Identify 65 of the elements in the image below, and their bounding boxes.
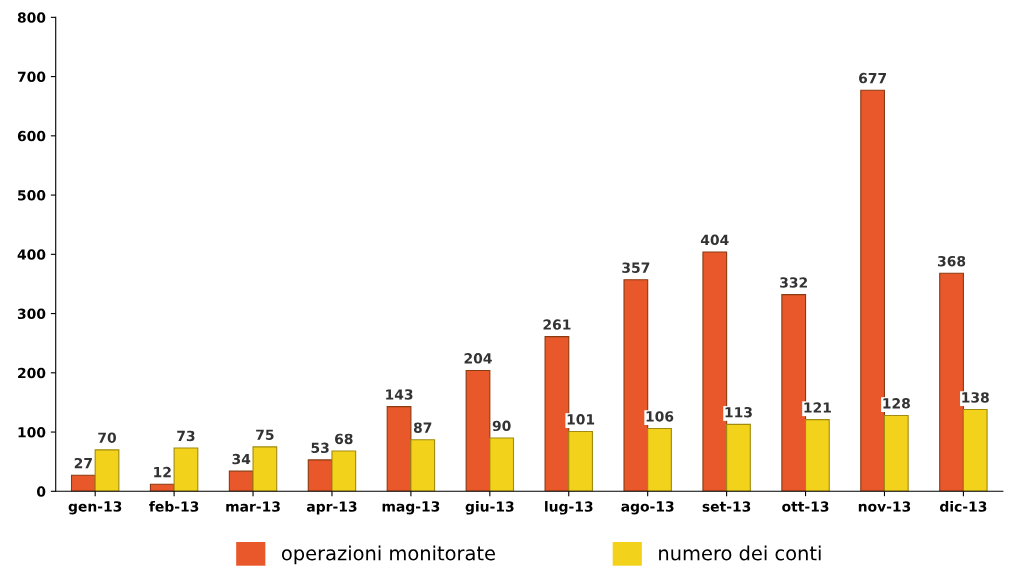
- y-tick-label: 200: [18, 367, 46, 379]
- y-tick-label: 100: [18, 427, 46, 438]
- data-label: 90: [492, 420, 511, 432]
- x-tick-label: mar-13: [226, 501, 280, 512]
- x-tick-label: gen-13: [68, 501, 122, 515]
- x-tick-label: set-13: [702, 501, 751, 512]
- data-label: 75: [256, 429, 274, 441]
- data-label: 34: [232, 453, 251, 465]
- data-label: 261: [543, 319, 571, 330]
- bar: [647, 427, 672, 492]
- data-label: 106: [646, 411, 674, 422]
- x-tick-label: dic-13: [940, 501, 987, 512]
- data-label: 12: [154, 466, 171, 478]
- legend-label: operazioni monitorate: [281, 545, 495, 565]
- legend-label: numero dei conti: [659, 545, 821, 561]
- y-tick-label: 300: [17, 308, 46, 320]
- bar: [307, 459, 333, 492]
- bar: [173, 447, 199, 492]
- data-label: 121: [804, 402, 831, 413]
- bar: [94, 449, 120, 492]
- data-label: 143: [386, 389, 413, 400]
- x-tick-label: feb-13: [149, 501, 199, 512]
- data-label: 73: [177, 430, 195, 442]
- bar: [465, 369, 491, 492]
- y-tick-label: 600: [17, 130, 46, 142]
- bar: [568, 430, 593, 492]
- x-tick-label: giu-13: [465, 501, 514, 515]
- data-label: 368: [938, 255, 966, 267]
- data-label: 138: [962, 392, 989, 403]
- data-label: 68: [335, 433, 353, 445]
- data-label: 87: [413, 422, 432, 433]
- data-label: 332: [780, 277, 807, 288]
- y-tick-label: 700: [17, 71, 46, 83]
- bar: [726, 423, 751, 492]
- data-label: 128: [883, 398, 910, 409]
- data-label: 357: [622, 262, 650, 273]
- bar: [331, 450, 357, 492]
- x-tick-label: nov-13: [858, 501, 911, 512]
- x-tick-label: mag-13: [382, 501, 440, 515]
- y-tick-label: 500: [18, 190, 46, 201]
- x-tick-label: ago-13: [621, 501, 674, 515]
- bar: [386, 406, 412, 492]
- bar: [883, 414, 909, 492]
- data-label: 70: [98, 432, 117, 443]
- bar: [410, 439, 436, 492]
- x-tick-label: ott-13: [782, 501, 829, 512]
- bar: [804, 419, 830, 492]
- bar: [962, 408, 988, 492]
- y-tick-label: 800: [17, 12, 46, 23]
- x-tick-label: lug-13: [545, 501, 593, 515]
- data-label: 204: [464, 353, 492, 364]
- y-tick-label: 400: [17, 249, 46, 260]
- y-tick-label: 0: [36, 486, 46, 497]
- data-label: 53: [311, 442, 329, 454]
- data-label: 101: [567, 414, 595, 425]
- bar: [70, 474, 96, 492]
- bar: [939, 272, 964, 492]
- data-label: 27: [74, 457, 92, 469]
- bar: [228, 470, 254, 492]
- data-label: 404: [700, 234, 729, 246]
- data-label: 113: [725, 406, 752, 418]
- data-label: 677: [859, 72, 887, 84]
- x-tick-label: apr-13: [306, 501, 357, 515]
- bar: [489, 437, 515, 492]
- bar: [252, 446, 278, 492]
